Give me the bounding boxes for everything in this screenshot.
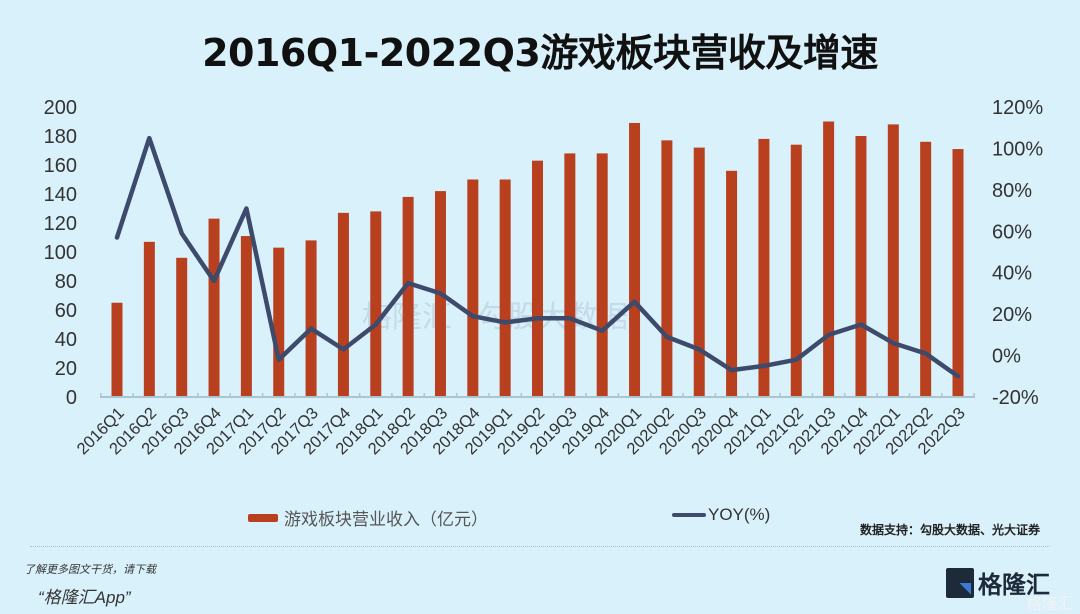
right-y-tick-label: 40% [992,263,1032,285]
revenue-bar [499,179,511,397]
data-source: 数据支持：勾股大数据、光大证券 [859,523,1040,537]
revenue-bar [208,218,220,397]
revenue-bar [532,160,543,397]
revenue-bar [370,211,382,397]
revenue-bar [467,179,479,397]
right-y-tick-label: 80% [992,180,1032,202]
right-y-tick-label: 120% [992,97,1043,119]
revenue-bar [176,257,188,397]
footer-divider [30,546,1050,547]
revenue-bar [952,149,964,397]
legend-bar-swatch [248,513,278,522]
left-y-tick-label: 0 [66,387,77,409]
left-y-axis: 0 20 40 60 80 100 120 140 160 180 200 [44,97,77,409]
right-y-axis: -20% 0% 20% 40% 60% 80% 100% 120% [992,97,1043,409]
right-y-tick-label: 20% [992,304,1032,326]
promo-app-name: “格隆汇App” [38,588,131,607]
legend-revenue-label: 游戏板块营业收入（亿元） [284,510,488,530]
left-y-tick-label: 80 [55,271,77,293]
revenue-bar [661,140,673,397]
revenue-bar [855,136,867,397]
revenue-bar [337,212,349,397]
left-y-tick-label: 40 [55,329,77,351]
revenue-bar [111,302,123,397]
revenue-bar [240,236,252,397]
x-axis-ticks [100,393,975,397]
revenue-bar [887,124,899,398]
left-y-tick-label: 100 [44,242,77,264]
legend-yoy: YOY(%) [672,505,770,525]
chart-title: 2016Q1-2022Q3游戏板块营收及增速 [202,31,878,75]
left-y-tick-label: 180 [44,126,77,148]
legend-yoy-label: YOY(%) [708,505,771,524]
combo-chart: 0 20 40 60 80 100 120 140 160 180 200 -20% 0% 20% 40%… [44,97,1044,458]
logo-text: 格隆汇 [978,572,1050,599]
logo-icon [946,567,974,598]
left-y-tick-label: 60 [55,300,77,322]
revenue-bar [758,138,770,397]
brand-logo: 格隆汇 [946,565,1050,600]
legend-line-swatch [672,513,706,517]
revenue-bar [596,153,608,397]
revenue-bar [823,121,835,397]
revenue-bar [305,240,317,397]
revenue-bar [402,196,414,397]
revenue-bar [143,241,155,397]
revenue-bar [693,147,705,397]
left-y-tick-label: 200 [44,97,77,119]
left-y-tick-label: 120 [44,213,77,235]
revenue-bar [629,122,641,397]
legend-revenue: 游戏板块营业收入（亿元） [248,505,488,530]
revenue-bar [920,141,932,397]
logo-watermark: 格隆汇 [1025,596,1074,613]
right-y-tick-label: 0% [992,346,1021,368]
left-y-tick-label: 160 [44,155,77,177]
promo-text: 了解更多图文干货，请下载 [24,564,156,576]
revenue-bar [273,247,285,397]
revenue-bar [790,144,802,397]
right-y-tick-label: 100% [992,138,1043,160]
left-y-tick-label: 140 [44,184,77,206]
right-y-tick-label: 60% [992,221,1032,243]
right-y-tick-label: -20% [992,387,1039,409]
yoy-line [114,135,961,379]
revenue-bar [564,153,576,397]
left-y-tick-label: 20 [55,358,77,380]
x-axis-labels: 2016Q12016Q22016Q32016Q42017Q12017Q22017… [74,404,969,458]
revenue-bars [111,121,964,398]
revenue-bar [726,170,738,397]
